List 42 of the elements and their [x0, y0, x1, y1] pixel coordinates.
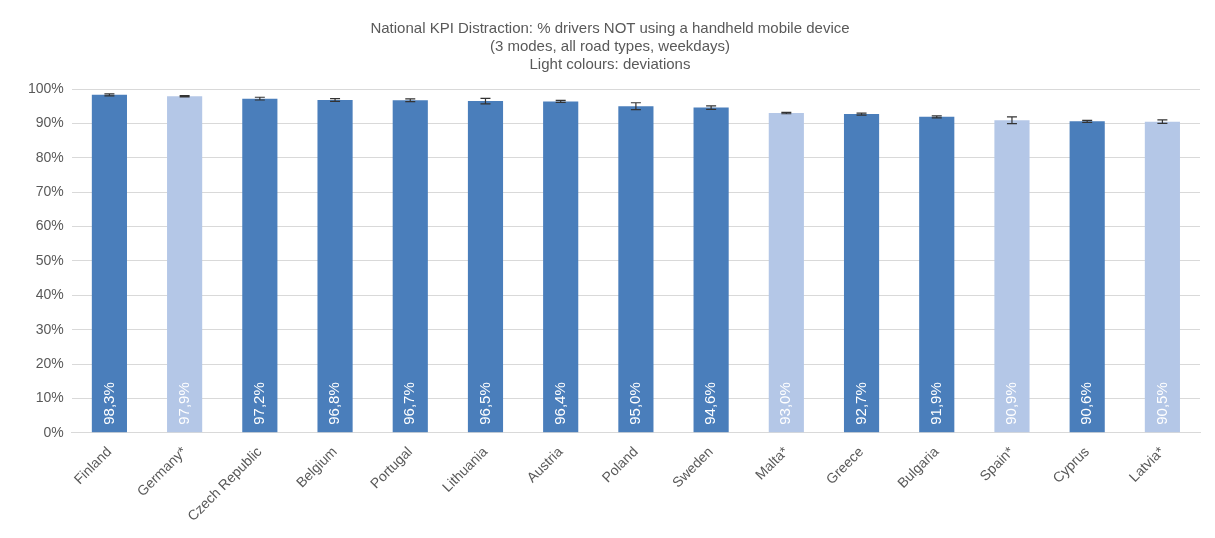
bar	[317, 100, 353, 433]
bar	[242, 98, 278, 433]
bar	[768, 113, 804, 433]
y-tick-label: 50%	[35, 251, 64, 268]
bar	[467, 101, 504, 433]
data-label: 96,4%	[550, 382, 568, 425]
data-label: 98,3%	[99, 382, 117, 425]
bar	[1144, 121, 1180, 433]
chart-title: National KPI Distraction: % drivers NOT using a handheld mobile device (3 modes, all road types, weekdays) Light colours: deviations	[370, 19, 850, 73]
bar	[543, 101, 579, 433]
bar	[91, 94, 127, 433]
data-label: 90,6%	[1077, 382, 1095, 425]
data-label: 95,0%	[626, 382, 644, 425]
y-tick-label: 10%	[35, 389, 64, 406]
y-tick-label: 40%	[35, 286, 64, 303]
data-label: 91,9%	[926, 382, 944, 425]
data-label: 96,7%	[400, 382, 418, 425]
bar	[618, 106, 654, 433]
bar	[392, 100, 428, 433]
data-label: 97,2%	[249, 382, 267, 425]
bar	[693, 107, 729, 433]
data-label: 96,8%	[325, 382, 343, 425]
bar	[167, 96, 203, 433]
data-label: 90,9%	[1002, 382, 1020, 425]
bar	[843, 114, 880, 433]
bar	[994, 120, 1030, 433]
y-tick-label: 80%	[35, 148, 64, 165]
y-tick-label: 100%	[27, 79, 64, 96]
data-label: 97,9%	[174, 382, 192, 425]
y-tick-label: 60%	[35, 217, 64, 234]
data-label: 92,7%	[851, 382, 869, 425]
y-tick-label: 70%	[35, 183, 64, 199]
y-tick-label: 20%	[35, 354, 64, 371]
y-tick-label: 30%	[35, 320, 64, 337]
bar	[1069, 121, 1105, 433]
bar	[919, 116, 955, 433]
y-tick-label: 90%	[35, 114, 64, 131]
data-label: 96,5%	[475, 382, 493, 425]
data-label: 94,6%	[701, 382, 719, 425]
y-tick-label: 0%	[43, 423, 64, 440]
data-label: 93,0%	[776, 382, 794, 425]
data-label: 90,5%	[1152, 382, 1170, 425]
